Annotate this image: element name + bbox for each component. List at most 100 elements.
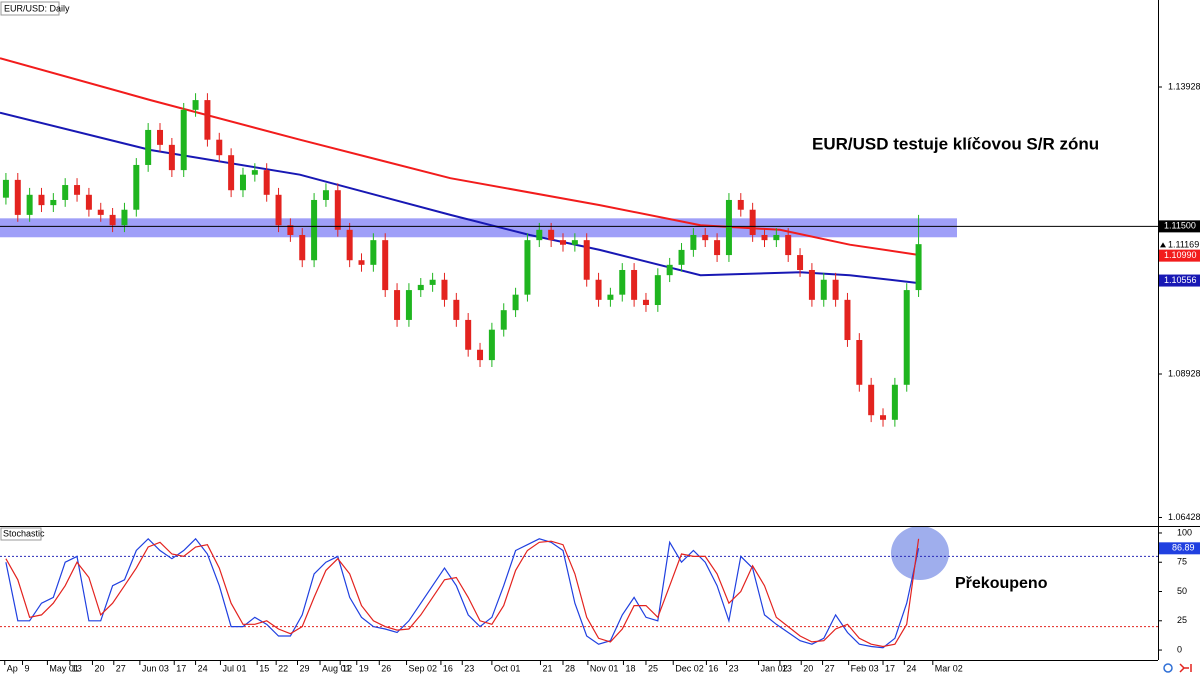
candle-body bbox=[228, 155, 235, 191]
candle-body bbox=[405, 290, 412, 320]
x-tick-label: 28 bbox=[565, 663, 575, 673]
candle-body bbox=[97, 209, 104, 215]
x-tick-label: 26 bbox=[381, 663, 391, 673]
y-tick-label: 1.06428 bbox=[1168, 512, 1200, 522]
x-tick-label: 23 bbox=[464, 663, 474, 673]
candle-body bbox=[263, 170, 270, 195]
x-tick-label: 25 bbox=[648, 663, 658, 673]
y-tick-label: 50 bbox=[1177, 586, 1187, 596]
annotation: Překoupeno bbox=[955, 575, 1048, 592]
x-tick-label: Oct 01 bbox=[494, 663, 521, 673]
candle-body bbox=[524, 240, 531, 295]
candle-body bbox=[346, 229, 353, 261]
candle-body bbox=[334, 190, 341, 230]
candle-body bbox=[14, 179, 21, 215]
candle-body bbox=[322, 190, 329, 200]
candle-body bbox=[868, 384, 875, 416]
x-tick-label: 15 bbox=[259, 663, 269, 673]
candle-body bbox=[749, 209, 756, 235]
candle-body bbox=[725, 199, 732, 256]
candle-body bbox=[299, 234, 306, 261]
candle-body bbox=[488, 329, 495, 361]
x-tick-label: 20 bbox=[803, 663, 813, 673]
sr-zone bbox=[0, 218, 957, 238]
candle-body bbox=[536, 229, 543, 241]
candle-body bbox=[145, 129, 152, 165]
price-label-box bbox=[1159, 249, 1200, 262]
x-tick-label: Jul 01 bbox=[222, 663, 246, 673]
candle-body bbox=[275, 194, 282, 226]
price-label: 1.10990 bbox=[1164, 250, 1197, 260]
x-tick-label: 20 bbox=[94, 663, 104, 673]
x-tick-label: Nov 01 bbox=[590, 663, 619, 673]
icons bbox=[1163, 663, 1192, 673]
candle-body bbox=[251, 170, 258, 175]
candle-body bbox=[2, 179, 9, 198]
x-tick-label: Jan 02 bbox=[761, 663, 788, 673]
candle-body bbox=[157, 129, 164, 145]
x-tick-label: May 01 bbox=[49, 663, 79, 673]
candle-body bbox=[26, 194, 33, 215]
price-label: 1.11500 bbox=[1164, 221, 1196, 231]
price-label: 1.10556 bbox=[1164, 275, 1197, 285]
stochastic-line bbox=[5, 537, 920, 649]
candle-body bbox=[50, 199, 57, 206]
candle-body bbox=[797, 255, 804, 270]
price-arrow bbox=[1160, 242, 1166, 248]
candle-body bbox=[85, 194, 92, 210]
x-tick-label: 24 bbox=[198, 663, 208, 673]
y-tick-label: 0 bbox=[1177, 644, 1182, 654]
candle-body bbox=[441, 279, 448, 300]
x-tick-label: 27 bbox=[116, 663, 126, 673]
candle-body bbox=[856, 340, 863, 385]
y-tick-label: 75 bbox=[1177, 557, 1187, 567]
x-tick-label: 29 bbox=[300, 663, 310, 673]
candle-body bbox=[607, 294, 614, 300]
annotation: EUR/USD testuje klíčovou S/R zónu bbox=[812, 134, 1099, 153]
x-tick-label: 21 bbox=[542, 663, 552, 673]
candle-body bbox=[417, 284, 424, 291]
candle-body bbox=[619, 269, 626, 295]
candle-body bbox=[583, 240, 590, 280]
candle-body bbox=[109, 214, 116, 226]
candle-body bbox=[571, 240, 578, 245]
highlight bbox=[891, 526, 949, 580]
x-tick-label: 22 bbox=[278, 663, 288, 673]
x-tick-label: 23 bbox=[729, 663, 739, 673]
candle-body bbox=[808, 269, 815, 300]
candle-body bbox=[358, 260, 365, 265]
candle-body bbox=[429, 279, 436, 285]
candle-body bbox=[737, 199, 744, 210]
x-tick-label: Feb 03 bbox=[851, 663, 879, 673]
candle-body bbox=[559, 240, 566, 245]
candle-body bbox=[844, 299, 851, 341]
value-label: 86.89 bbox=[1172, 543, 1195, 553]
candle-body bbox=[180, 109, 187, 171]
candle-body bbox=[500, 310, 507, 330]
candle-body bbox=[773, 234, 780, 241]
x-tick-label: Mar 02 bbox=[935, 663, 963, 673]
candle-body bbox=[820, 279, 827, 300]
panel-title: Stochastic bbox=[3, 528, 45, 538]
candle-body bbox=[714, 240, 721, 256]
chart-title: EUR/USD: Daily bbox=[4, 3, 70, 13]
price-label-box bbox=[1159, 274, 1200, 287]
x-tick-label: 17 bbox=[885, 663, 895, 673]
candle-body bbox=[915, 244, 922, 291]
candle-body bbox=[121, 209, 128, 226]
x-tick-label: 19 bbox=[359, 663, 369, 673]
candle-body bbox=[903, 290, 910, 385]
candle-body bbox=[477, 349, 484, 361]
candle-body bbox=[654, 275, 661, 306]
candle-body bbox=[761, 234, 768, 241]
y-tick-label: 1.13928 bbox=[1168, 81, 1200, 91]
value-label-box bbox=[1159, 542, 1200, 555]
candle-body bbox=[168, 144, 175, 171]
candle-body bbox=[62, 185, 69, 200]
x-tick-label: 18 bbox=[625, 663, 635, 673]
candle-body bbox=[690, 234, 697, 250]
price-label: 1.11169 bbox=[1168, 240, 1199, 250]
